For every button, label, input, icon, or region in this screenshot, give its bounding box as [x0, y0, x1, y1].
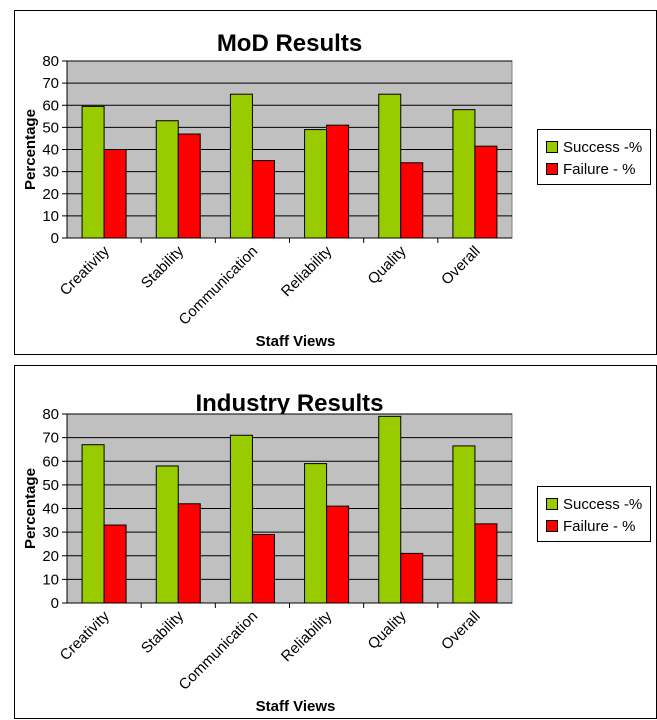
y-tick-label: 50	[42, 477, 59, 494]
bar-failure-stability	[177, 133, 201, 239]
legend-item-failure: Failure - %	[546, 158, 642, 180]
legend-label-success: Success -%	[563, 138, 643, 156]
industry-results-chart: Industry Results 0 10 20 30 40 50 60 70 80 Creativ…	[14, 365, 657, 719]
y-tick-label: 60	[42, 453, 59, 470]
chart-legend: Success -% Failure - %	[537, 486, 652, 542]
x-tick-label: Stability	[138, 607, 188, 657]
bar-failure-communication	[251, 160, 275, 239]
bar-failure-quality	[400, 162, 424, 239]
bar-success-stability	[155, 465, 179, 604]
y-tick-label: 40	[42, 142, 59, 159]
legend-swatch-success	[546, 498, 558, 510]
bar-failure-overall	[474, 145, 498, 239]
x-tick-label: Quality	[365, 242, 410, 287]
y-tick-label: 0	[51, 230, 59, 247]
x-tick-label: Creativity	[57, 607, 114, 664]
bar-success-reliability	[304, 463, 328, 604]
x-tick-label: Overall	[438, 243, 484, 289]
legend-item-success: Success -%	[546, 493, 642, 515]
y-tick-label: 40	[42, 501, 59, 518]
chart-title: Industry Results	[195, 390, 383, 417]
x-tick-label: Quality	[365, 607, 410, 652]
bar-success-communication	[229, 434, 253, 604]
y-axis-label: Percentage	[22, 468, 39, 549]
chart-legend: Success -% Failure - %	[537, 129, 652, 185]
bar-success-overall	[452, 445, 476, 604]
bar-success-creativity	[81, 105, 105, 239]
y-tick-label: 10	[42, 571, 59, 588]
bar-success-quality	[378, 415, 402, 604]
bar-failure-stability	[177, 503, 201, 604]
legend-swatch-success	[546, 141, 558, 153]
bar-success-reliability	[304, 129, 328, 239]
x-tick-label: Stability	[138, 242, 188, 292]
legend-item-failure: Failure - %	[546, 515, 642, 537]
y-tick-label: 20	[42, 548, 59, 565]
mod-results-plot: MoD Results 0 10 20 30 40 50 60 70 80 Creativity St…	[22, 30, 513, 350]
legend-swatch-failure	[546, 163, 558, 175]
chart-title: MoD Results	[217, 30, 362, 57]
mod-results-chart: MoD Results 0 10 20 30 40 50 60 70 80 Creativity St…	[14, 10, 657, 355]
y-tick-label: 30	[42, 524, 59, 541]
legend-swatch-failure	[546, 520, 558, 532]
bar-success-communication	[229, 93, 253, 239]
legend-label-failure: Failure - %	[563, 160, 636, 178]
y-axis-label: Percentage	[22, 109, 39, 190]
y-tick-label: 30	[42, 164, 59, 181]
y-tick-label: 60	[42, 97, 59, 114]
x-tick-label: Communication	[176, 243, 262, 329]
legend-label-failure: Failure - %	[563, 517, 636, 535]
x-axis-label: Staff Views	[256, 698, 336, 715]
x-tick-label: Reliability	[278, 242, 336, 300]
y-tick-label: 80	[42, 53, 59, 70]
x-tick-label: Reliability	[278, 607, 336, 665]
y-tick-label: 0	[51, 595, 59, 612]
y-tick-label: 70	[42, 430, 59, 447]
legend-item-success: Success -%	[546, 136, 642, 158]
bar-success-stability	[155, 120, 179, 239]
x-axis-label: Staff Views	[256, 333, 336, 350]
bar-failure-creativity	[103, 149, 127, 239]
y-tick-label: 50	[42, 119, 59, 136]
y-tick-label: 70	[42, 75, 59, 92]
legend-label-success: Success -%	[563, 495, 643, 513]
bar-success-creativity	[81, 444, 105, 604]
bar-success-overall	[452, 109, 476, 239]
x-tick-label: Creativity	[57, 242, 114, 299]
industry-results-plot: Industry Results 0 10 20 30 40 50 60 70 80 Creativ…	[22, 390, 513, 715]
bar-failure-communication	[251, 533, 275, 604]
bar-failure-reliability	[326, 505, 350, 604]
bar-failure-quality	[400, 552, 424, 604]
bar-success-quality	[378, 93, 402, 239]
y-tick-label: 20	[42, 186, 59, 203]
bar-failure-creativity	[103, 524, 127, 604]
bar-failure-overall	[474, 523, 498, 604]
x-tick-label: Overall	[438, 608, 484, 654]
y-tick-label: 10	[42, 208, 59, 225]
x-tick-label: Communication	[176, 608, 262, 694]
y-tick-label: 80	[42, 406, 59, 423]
bar-failure-reliability	[326, 124, 350, 239]
